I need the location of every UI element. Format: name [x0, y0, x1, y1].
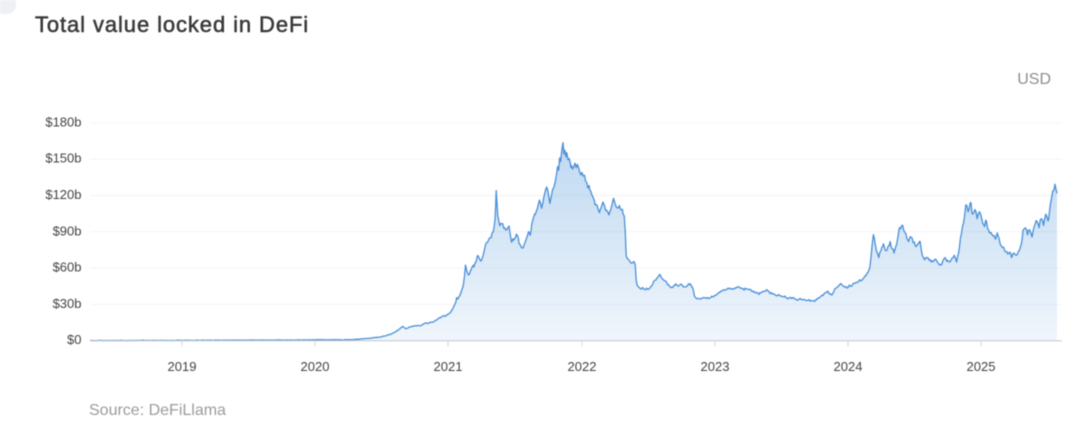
svg-text:2022: 2022 [568, 359, 597, 374]
svg-text:$60b: $60b [53, 260, 82, 275]
svg-text:$90b: $90b [53, 223, 82, 238]
svg-text:$120b: $120b [45, 187, 81, 202]
svg-text:2025: 2025 [967, 359, 996, 374]
svg-text:$0: $0 [67, 332, 81, 347]
svg-text:2019: 2019 [168, 359, 197, 374]
svg-text:2024: 2024 [834, 359, 863, 374]
svg-text:2023: 2023 [701, 359, 730, 374]
svg-text:$30b: $30b [53, 296, 82, 311]
svg-text:2021: 2021 [434, 359, 463, 374]
svg-text:2020: 2020 [301, 359, 330, 374]
svg-text:$180b: $180b [45, 114, 81, 129]
svg-text:$150b: $150b [45, 151, 81, 166]
